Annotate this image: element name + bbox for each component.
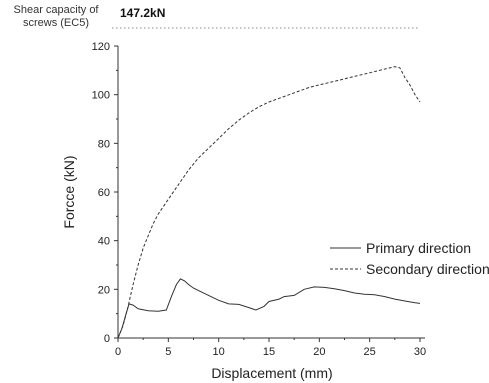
y-axis-title: Forcce (kN)	[61, 155, 77, 228]
x-tick-label: 20	[313, 346, 325, 358]
series-secondary-line	[117, 66, 421, 339]
reference-line-label: Shear capacity of screws (EC5)	[13, 4, 99, 29]
legend-label-secondary: Secondary direction	[366, 261, 489, 277]
y-tick-label: 40	[98, 236, 110, 248]
y-tick-label: 120	[92, 41, 110, 53]
data-series	[117, 66, 421, 339]
x-tick-label: 10	[213, 346, 225, 358]
y-tick-label: 20	[98, 284, 110, 296]
series-primary-line	[117, 278, 421, 339]
y-tick-label: 100	[92, 90, 110, 102]
x-axis-title: Displacement (mm)	[211, 365, 332, 381]
y-tick-label: 0	[104, 333, 110, 345]
x-tick-label: 15	[263, 346, 275, 358]
reference-line-value: 147.2kN	[120, 6, 166, 20]
x-tick-label: 5	[165, 346, 171, 358]
y-tick-label: 80	[98, 138, 110, 150]
x-tick-label: 25	[364, 346, 376, 358]
legend-label-primary: Primary direction	[366, 240, 471, 256]
legend: Primary direction Secondary direction	[330, 240, 489, 277]
y-tick-label: 60	[98, 187, 110, 199]
axis-ticks: 0 5 10 15 20 25 30 0 20 40 60 80 100 120	[92, 41, 426, 358]
x-tick-label: 0	[115, 346, 121, 358]
x-tick-label: 30	[414, 346, 426, 358]
